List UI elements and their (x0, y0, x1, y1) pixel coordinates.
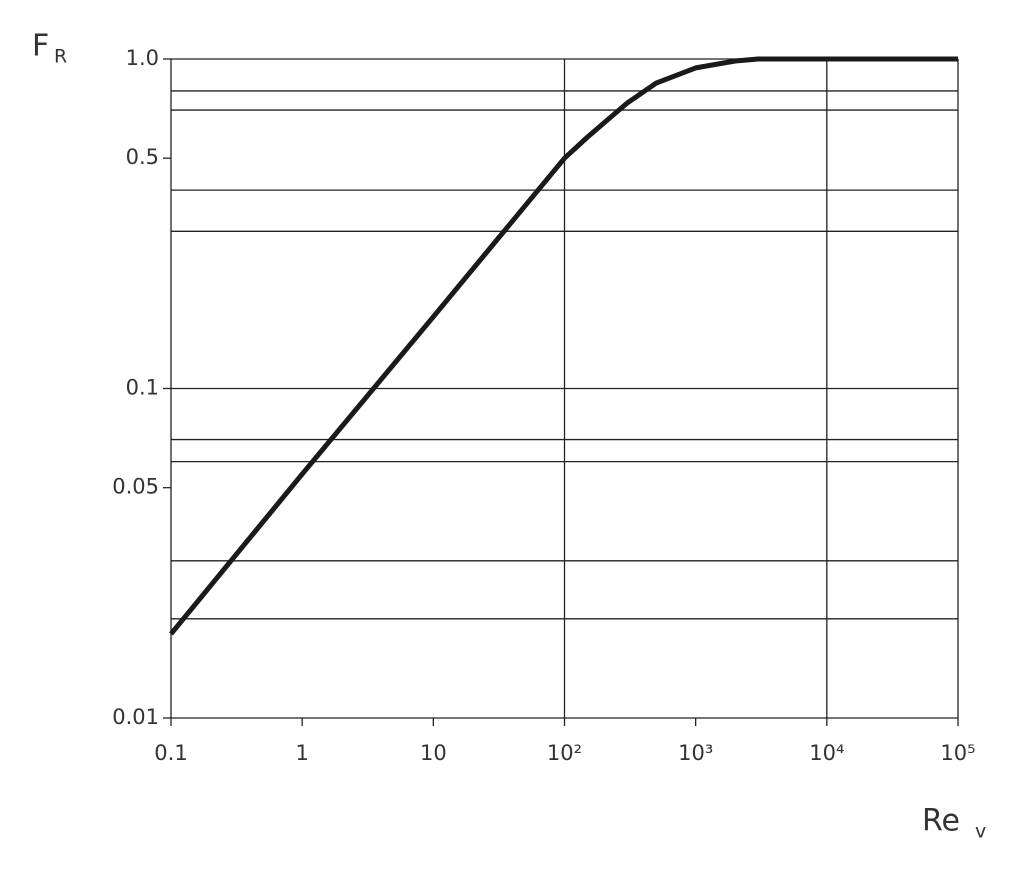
x-tick-label: 10 (420, 741, 447, 765)
y-tick-label: 0.1 (126, 376, 159, 400)
x-tick-label: 10³ (678, 741, 713, 765)
y-tick-label: 1.0 (126, 46, 159, 70)
y-tick-label: 0.5 (126, 145, 159, 169)
x-axis-label-sub: v (975, 821, 986, 843)
x-tick-label: 10² (547, 741, 582, 765)
x-axis-label: Re (922, 804, 960, 839)
data-line (169, 56, 958, 636)
x-tick-label: 10⁴ (809, 741, 844, 765)
x-tick-label: 1 (295, 741, 308, 765)
y-axis-label: F (32, 29, 49, 64)
x-tick-label: 10⁵ (940, 741, 975, 765)
x-tick-label: 0.1 (154, 741, 187, 765)
y-tick-label: 0.01 (112, 705, 159, 729)
y-tick-label: 0.05 (112, 475, 159, 499)
y-axis-label-sub: R (54, 46, 67, 68)
